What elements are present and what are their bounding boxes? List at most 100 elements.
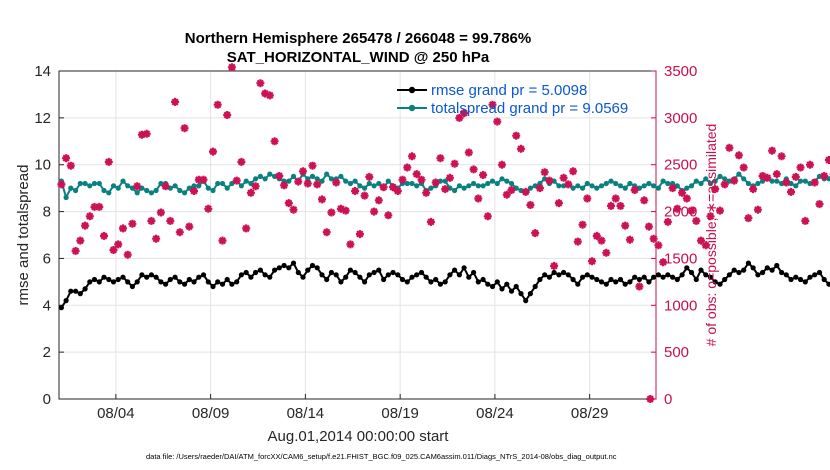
obs-marker bbox=[90, 202, 99, 211]
obs-marker bbox=[384, 211, 393, 220]
obs-marker bbox=[521, 187, 530, 196]
data-point bbox=[106, 190, 112, 196]
data-point bbox=[272, 267, 278, 273]
data-point bbox=[290, 173, 297, 179]
y-right-tick-label: 0 bbox=[664, 391, 672, 408]
data-point bbox=[219, 180, 226, 187]
data-point bbox=[324, 171, 330, 177]
data-point bbox=[741, 176, 747, 182]
y-tick-label: 12 bbox=[34, 110, 51, 127]
obs-marker bbox=[611, 194, 620, 203]
data-point bbox=[182, 190, 188, 196]
obs-marker bbox=[607, 201, 615, 210]
data-point bbox=[343, 274, 349, 280]
obs-marker bbox=[313, 180, 322, 189]
data-point bbox=[584, 272, 590, 278]
data-point bbox=[665, 272, 671, 278]
obs-marker bbox=[630, 186, 639, 194]
data-point bbox=[452, 187, 458, 194]
obs-marker bbox=[218, 236, 227, 245]
data-point bbox=[584, 180, 590, 187]
data-point bbox=[73, 288, 79, 294]
data-point bbox=[87, 279, 93, 285]
data-point bbox=[688, 269, 695, 276]
data-point bbox=[167, 276, 173, 283]
obs-marker bbox=[374, 196, 383, 205]
x-axis-label: Aug.01,2014 00:00:00 start bbox=[268, 428, 450, 445]
data-point bbox=[575, 183, 581, 189]
data-point bbox=[527, 291, 534, 297]
data-point bbox=[570, 276, 576, 283]
obs-marker bbox=[213, 100, 222, 109]
obs-marker bbox=[474, 194, 483, 203]
data-point bbox=[698, 267, 704, 273]
y-tick-label: 14 bbox=[34, 63, 51, 80]
data-point bbox=[186, 276, 192, 283]
obs-marker bbox=[493, 117, 502, 126]
obs-marker bbox=[194, 175, 203, 184]
data-point bbox=[134, 190, 140, 196]
obs-marker bbox=[479, 171, 488, 179]
data-point bbox=[494, 180, 500, 187]
data-point bbox=[575, 281, 581, 287]
obs-marker bbox=[284, 199, 293, 208]
obs-marker bbox=[171, 97, 180, 106]
obs-marker bbox=[507, 186, 516, 194]
obs-marker bbox=[265, 91, 274, 100]
obs-marker bbox=[232, 176, 241, 185]
obs-marker bbox=[355, 230, 364, 239]
obs-marker bbox=[550, 261, 559, 270]
obs-marker bbox=[517, 144, 525, 153]
data-point bbox=[210, 283, 216, 290]
data-point bbox=[812, 272, 818, 278]
data-point bbox=[276, 265, 282, 271]
y-tick-label: 0 bbox=[43, 391, 51, 408]
data-point bbox=[139, 272, 145, 278]
obs-marker bbox=[152, 234, 161, 243]
data-point bbox=[305, 267, 311, 273]
chart-title: Northern Hemisphere 265478 / 266048 = 99… bbox=[185, 30, 531, 47]
data-point bbox=[191, 183, 197, 189]
data-point bbox=[437, 281, 443, 287]
data-point bbox=[163, 281, 169, 287]
data-point bbox=[471, 269, 477, 276]
obs-marker bbox=[796, 163, 805, 172]
obs-marker bbox=[81, 221, 90, 230]
data-point bbox=[466, 183, 472, 189]
data-point bbox=[125, 183, 131, 189]
obs-marker bbox=[455, 113, 464, 122]
obs-marker bbox=[673, 204, 682, 213]
data-point bbox=[96, 180, 102, 187]
data-point bbox=[556, 272, 562, 278]
data-point bbox=[660, 178, 666, 184]
data-point bbox=[589, 183, 595, 189]
data-point bbox=[684, 185, 690, 191]
obs-marker bbox=[351, 187, 360, 195]
obs-marker bbox=[649, 234, 658, 243]
data-point bbox=[670, 274, 676, 280]
data-point bbox=[125, 279, 131, 285]
data-point bbox=[736, 269, 742, 276]
data-point bbox=[598, 279, 605, 285]
data-point bbox=[186, 185, 192, 191]
obs-marker bbox=[469, 165, 478, 174]
data-point bbox=[224, 185, 230, 191]
data-point bbox=[466, 274, 472, 280]
data-point bbox=[594, 185, 600, 191]
data-point bbox=[238, 272, 244, 278]
obs-marker bbox=[393, 187, 402, 195]
data-point bbox=[807, 274, 813, 280]
obs-marker bbox=[109, 246, 118, 254]
obs-marker bbox=[166, 216, 175, 225]
series-2 bbox=[57, 63, 830, 291]
x-tick-label: 08/14 bbox=[287, 405, 325, 422]
data-point bbox=[300, 274, 306, 280]
data-point bbox=[764, 265, 770, 271]
obs-marker bbox=[398, 175, 407, 184]
obs-marker bbox=[668, 184, 677, 193]
data-point bbox=[153, 187, 159, 194]
obs-marker bbox=[327, 208, 336, 217]
obs-marker bbox=[512, 131, 521, 140]
data-point bbox=[821, 276, 827, 283]
obs-marker bbox=[450, 159, 459, 168]
